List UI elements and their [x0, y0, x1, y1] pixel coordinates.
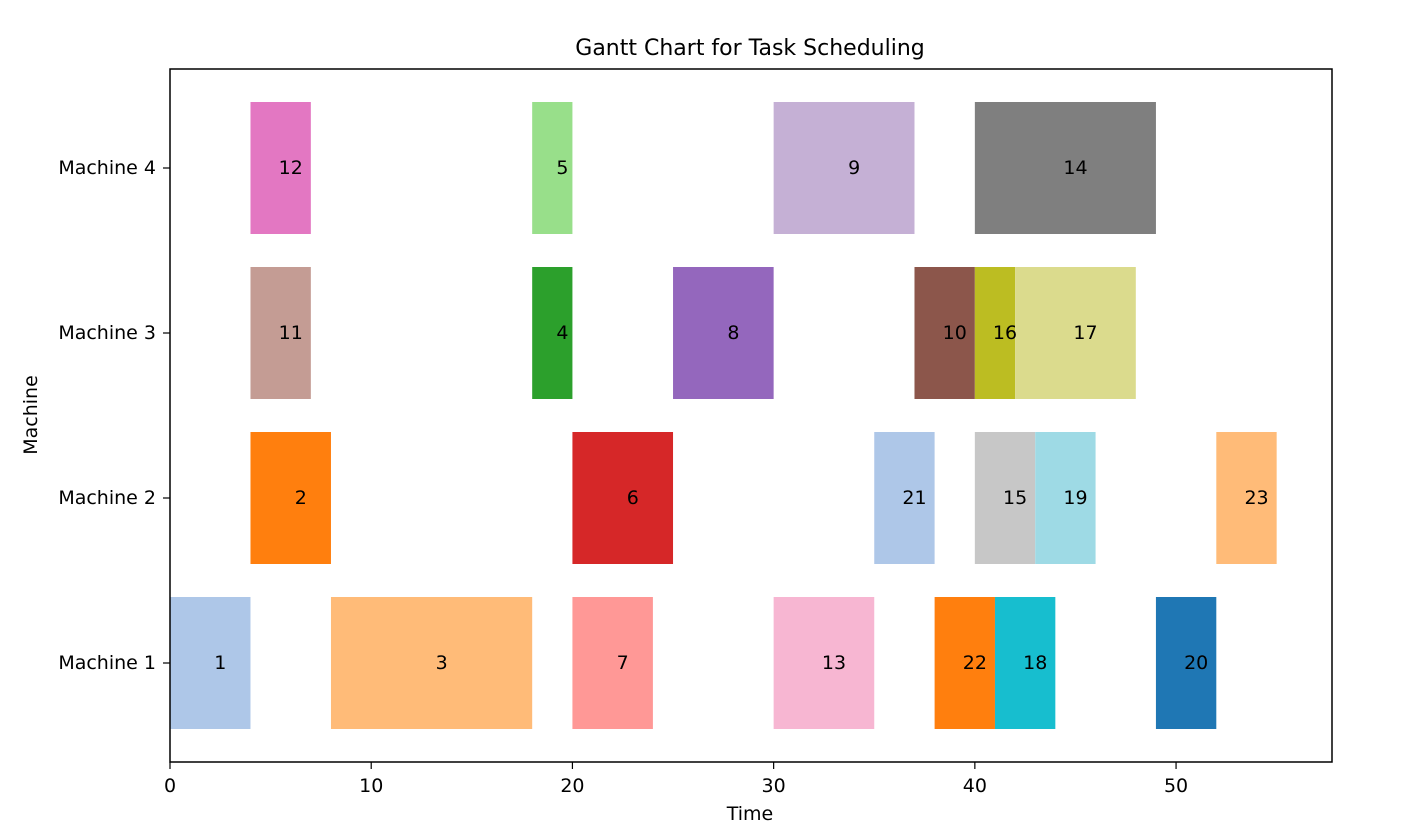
y-axis-ticks: Machine 1 Machine 2 Machine 3 Machine 4 [58, 157, 170, 674]
task-bar-18 [994, 597, 1056, 729]
task-bar-2 [250, 432, 331, 564]
task-label-19: 19 [1063, 487, 1087, 509]
plot-frame [169, 68, 1333, 763]
task-label-16: 16 [993, 322, 1017, 344]
task-bar-5 [532, 102, 573, 234]
task-label-10: 10 [943, 322, 967, 344]
task-bar-22 [934, 597, 995, 729]
task-label-15: 15 [1003, 487, 1027, 509]
task-bars [170, 102, 1277, 729]
x-tick-label: 50 [1164, 775, 1188, 797]
y-tick-label: Machine 4 [58, 157, 156, 179]
task-bar-13 [773, 597, 875, 729]
x-tick-label: 0 [164, 775, 176, 797]
task-label-5: 5 [556, 157, 568, 179]
x-tick-label: 10 [359, 775, 383, 797]
task-bar-7 [572, 597, 653, 729]
task-label-11: 11 [279, 322, 303, 344]
task-label-7: 7 [617, 652, 629, 674]
task-bar-8 [673, 267, 774, 399]
y-tick-label: Machine 2 [58, 487, 156, 509]
task-bar-4 [532, 267, 573, 399]
task-label-22: 22 [963, 652, 987, 674]
x-tick-label: 20 [560, 775, 584, 797]
task-bar-17 [1015, 267, 1136, 399]
task-label-2: 2 [295, 487, 307, 509]
task-bar-19 [1035, 432, 1096, 564]
task-bar-23 [1216, 432, 1277, 564]
task-bar-10 [914, 267, 975, 399]
task-label-1: 1 [214, 652, 226, 674]
y-tick-label: Machine 1 [58, 652, 156, 674]
chart-title: Gantt Chart for Task Scheduling [575, 36, 924, 61]
x-tick-label: 40 [963, 775, 987, 797]
task-bar-12 [250, 102, 311, 234]
x-axis-label: Time [726, 803, 774, 825]
task-label-17: 17 [1073, 322, 1097, 344]
task-label-4: 4 [556, 322, 568, 344]
task-label-14: 14 [1063, 157, 1087, 179]
task-label-9: 9 [848, 157, 860, 179]
task-label-12: 12 [279, 157, 303, 179]
x-tick-label: 30 [762, 775, 786, 797]
task-bar-14 [974, 102, 1156, 234]
task-bar-20 [1155, 597, 1217, 729]
task-bar-1 [170, 597, 251, 729]
y-tick-label: Machine 3 [58, 322, 156, 344]
task-label-8: 8 [727, 322, 739, 344]
task-label-18: 18 [1023, 652, 1047, 674]
x-axis-ticks: 0 10 20 30 40 50 [164, 762, 1188, 797]
task-bar-9 [773, 102, 915, 234]
task-label-6: 6 [627, 487, 639, 509]
y-axis-label: Machine [20, 375, 42, 455]
task-bar-11 [250, 267, 311, 399]
task-bar-15 [974, 432, 1036, 564]
task-bar-21 [874, 432, 935, 564]
task-label-23: 23 [1244, 487, 1268, 509]
task-label-21: 21 [902, 487, 926, 509]
task-label-3: 3 [436, 652, 448, 674]
task-bar-16 [974, 267, 1016, 399]
task-bar-6 [572, 432, 674, 564]
task-bar-3 [330, 597, 533, 729]
task-label-20: 20 [1184, 652, 1208, 674]
task-label-13: 13 [822, 652, 846, 674]
